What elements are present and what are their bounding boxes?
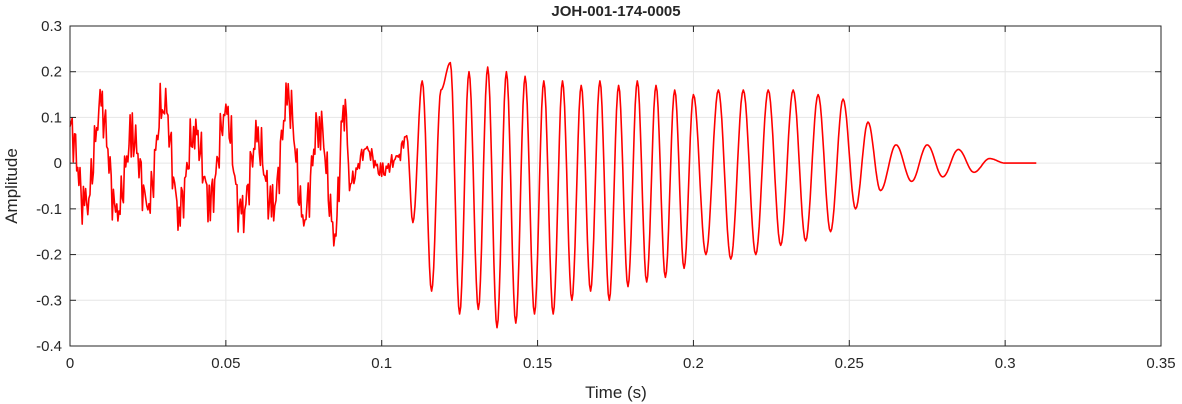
- x-tick-label: 0.3: [995, 355, 1016, 372]
- x-tick-label: 0.05: [211, 355, 240, 372]
- x-tick-label: 0.2: [683, 355, 704, 372]
- y-tick-label: 0.1: [41, 109, 62, 126]
- y-tick-label: 0.3: [41, 18, 62, 35]
- x-tick-label: 0: [66, 355, 74, 372]
- x-axis-label: Time (s): [585, 383, 647, 402]
- y-tick-label: -0.3: [36, 292, 62, 309]
- amplitude-series-line: [69, 61, 1037, 329]
- y-tick-label: -0.4: [36, 338, 62, 355]
- y-tick-label: 0: [54, 155, 62, 172]
- x-tick-label: 0.1: [371, 355, 392, 372]
- y-axis-ticks: -0.4 -0.3 -0.2 -0.1 0 0.1 0.2 0.3: [36, 18, 1161, 355]
- x-tick-label: 0.35: [1146, 355, 1175, 372]
- plot-frame: [69, 25, 1162, 347]
- y-tick-label: 0.2: [41, 64, 62, 81]
- y-tick-label: -0.2: [36, 247, 62, 264]
- series-layer: [69, 61, 1037, 329]
- x-tick-label: 0.15: [523, 355, 552, 372]
- chart-title: JOH-001-174-0005: [551, 3, 680, 20]
- x-tick-label: 0.25: [835, 355, 864, 372]
- x-axis-ticks: 0 0.05 0.1 0.15 0.2 0.25 0.3 0.35: [66, 26, 1176, 372]
- y-tick-label: -0.1: [36, 201, 62, 218]
- y-axis-label: Amplitude: [2, 148, 21, 224]
